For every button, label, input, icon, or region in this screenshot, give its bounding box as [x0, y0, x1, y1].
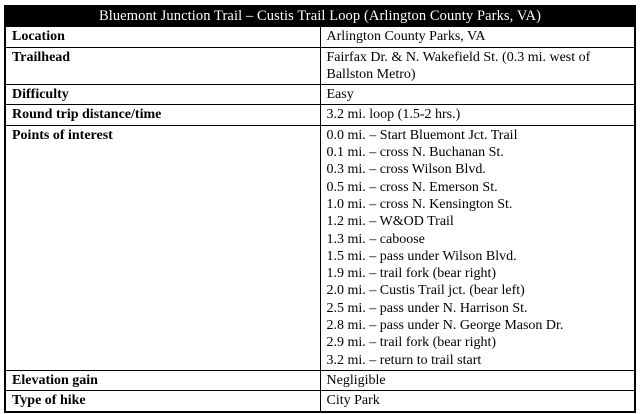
- table-row-points-of-interest: Points of interest 0.0 mi. – Start Bluem…: [4, 124, 636, 371]
- title-row: Bluemont Junction Trail – Custis Trail L…: [4, 5, 636, 28]
- row-value-points-of-interest: 0.0 mi. – Start Bluemont Jct. Trail 0.1 …: [319, 124, 636, 371]
- row-label-points-of-interest: Points of interest: [4, 124, 321, 371]
- poi-line: 3.2 mi. – return to trail start: [326, 352, 482, 368]
- poi-line: 1.2 mi. – W&OD Trail: [326, 214, 454, 230]
- trail-info-table: Bluemont Junction Trail – Custis Trail L…: [4, 5, 636, 413]
- row-label-location: Location: [4, 26, 321, 48]
- poi-line: 0.5 mi. – cross N. Emerson St.: [326, 179, 498, 195]
- table-title: Bluemont Junction Trail – Custis Trail L…: [4, 5, 636, 28]
- row-value-type-of-hike: City Park: [319, 390, 636, 413]
- poi-line: 2.9 mi. – trail fork (bear right): [326, 335, 497, 351]
- row-value-difficulty: Easy: [319, 84, 636, 106]
- poi-line: 2.8 mi. – pass under N. George Mason Dr.: [326, 318, 564, 334]
- poi-line: 0.1 mi. – cross N. Buchanan St.: [326, 145, 504, 161]
- row-label-elevation-gain: Elevation gain: [4, 369, 321, 392]
- poi-line: 0.3 mi. – cross Wilson Blvd.: [326, 162, 486, 178]
- table-row-round-trip: Round trip distance/time 3.2 mi. loop (1…: [4, 104, 636, 126]
- table-row-type-of-hike: Type of hike City Park: [4, 390, 636, 413]
- row-value-elevation-gain: Negligible: [319, 369, 636, 392]
- trail-info-table-container: Bluemont Junction Trail – Custis Trail L…: [4, 5, 636, 413]
- row-value-location: Arlington County Parks, VA: [319, 26, 636, 48]
- row-label-round-trip: Round trip distance/time: [4, 104, 321, 126]
- table-row-trailhead: Trailhead Fairfax Dr. & N. Wakefield St.…: [4, 46, 636, 86]
- table-row-location: Location Arlington County Parks, VA: [4, 26, 636, 48]
- poi-line: 2.0 mi. – Custis Trail jct. (bear left): [326, 283, 525, 299]
- row-label-type-of-hike: Type of hike: [4, 390, 321, 413]
- row-label-difficulty: Difficulty: [4, 84, 321, 106]
- table-row-difficulty: Difficulty Easy: [4, 84, 636, 106]
- poi-line: 1.5 mi. – pass under Wilson Blvd.: [326, 248, 517, 264]
- poi-line: 0.0 mi. – Start Bluemont Jct. Trail: [326, 127, 518, 143]
- row-value-round-trip: 3.2 mi. loop (1.5-2 hrs.): [319, 104, 636, 126]
- poi-line: 1.9 mi. – trail fork (bear right): [326, 266, 497, 282]
- poi-line: 1.3 mi. – caboose: [326, 231, 425, 247]
- poi-line: 1.0 mi. – cross N. Kensington St.: [326, 196, 513, 212]
- row-value-trailhead: Fairfax Dr. & N. Wakefield St. (0.3 mi. …: [319, 46, 636, 86]
- table-row-elevation-gain: Elevation gain Negligible: [4, 369, 636, 392]
- poi-line: 2.5 mi. – pass under N. Harrison St.: [326, 300, 528, 316]
- row-label-trailhead: Trailhead: [4, 46, 321, 86]
